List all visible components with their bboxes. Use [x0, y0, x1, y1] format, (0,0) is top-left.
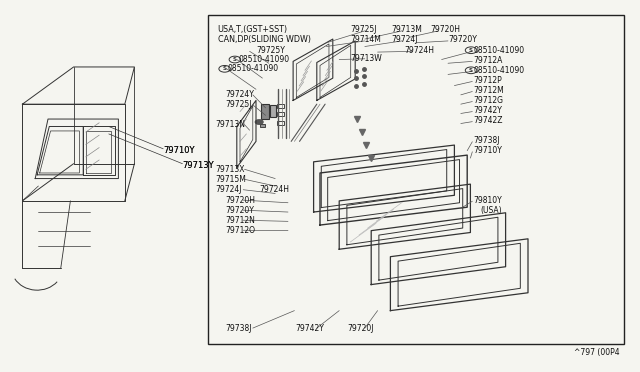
- Text: 79738J: 79738J: [474, 136, 500, 145]
- Text: 79713Y: 79713Y: [182, 161, 214, 170]
- Text: 79720Y: 79720Y: [225, 206, 254, 215]
- Text: 79725Y: 79725Y: [256, 46, 285, 55]
- Text: 79713X: 79713X: [216, 165, 245, 174]
- Text: 79710Y: 79710Y: [474, 146, 502, 155]
- Text: 08510-41090: 08510-41090: [474, 46, 525, 55]
- Text: 79712N: 79712N: [225, 216, 255, 225]
- Text: 79712O: 79712O: [225, 226, 255, 235]
- Text: USA,T,(GST+SST): USA,T,(GST+SST): [218, 25, 288, 34]
- Bar: [208, 15, 624, 344]
- Text: 79724H: 79724H: [404, 46, 435, 55]
- Text: 79742Y: 79742Y: [296, 324, 324, 333]
- Text: 79710Y: 79710Y: [163, 146, 195, 155]
- Text: (USA): (USA): [480, 206, 502, 215]
- Text: 79713W: 79713W: [350, 54, 382, 63]
- Text: 79724J: 79724J: [392, 35, 418, 44]
- Text: S: S: [469, 48, 473, 53]
- Text: 79713Y: 79713Y: [182, 161, 214, 170]
- Text: 79714M: 79714M: [350, 35, 381, 44]
- Text: 79712G: 79712G: [474, 96, 504, 105]
- Text: 79715M: 79715M: [216, 175, 246, 184]
- Text: 79720H: 79720H: [225, 196, 255, 205]
- Text: 08510-41090: 08510-41090: [238, 55, 289, 64]
- Text: 79738J: 79738J: [225, 324, 252, 333]
- Text: 79810Y: 79810Y: [474, 196, 502, 205]
- Bar: [270, 105, 276, 117]
- Text: 79712A: 79712A: [474, 56, 503, 65]
- Text: CAN,DP(SLIDING WDW): CAN,DP(SLIDING WDW): [218, 35, 310, 44]
- Text: S: S: [469, 68, 473, 73]
- Text: 79713M: 79713M: [392, 25, 422, 34]
- Text: 79724J: 79724J: [216, 185, 242, 194]
- Text: 79742Y: 79742Y: [474, 106, 502, 115]
- Text: 79713N: 79713N: [216, 120, 246, 129]
- Bar: [277, 104, 284, 108]
- Text: 08510-41090: 08510-41090: [228, 64, 279, 73]
- Text: 08510-41090: 08510-41090: [474, 66, 525, 75]
- Text: 79720Y: 79720Y: [448, 35, 477, 44]
- Text: 79712M: 79712M: [474, 86, 504, 95]
- Bar: [260, 124, 265, 127]
- Text: ^797 (00P4: ^797 (00P4: [574, 348, 620, 357]
- Bar: [277, 112, 284, 116]
- Text: 79710Y: 79710Y: [163, 146, 195, 155]
- Circle shape: [255, 120, 263, 124]
- Text: 79724H: 79724H: [259, 185, 289, 194]
- Text: 79720H: 79720H: [430, 25, 460, 34]
- Bar: [261, 104, 269, 119]
- Text: S: S: [233, 57, 237, 62]
- Text: 79725J: 79725J: [225, 100, 252, 109]
- Text: 79724Y: 79724Y: [225, 90, 254, 99]
- Text: 79742Z: 79742Z: [474, 116, 503, 125]
- Bar: [277, 121, 284, 125]
- Text: S: S: [223, 66, 227, 71]
- Text: 79712P: 79712P: [474, 76, 502, 85]
- Text: 79725J: 79725J: [350, 25, 376, 34]
- Text: 79720J: 79720J: [347, 324, 373, 333]
